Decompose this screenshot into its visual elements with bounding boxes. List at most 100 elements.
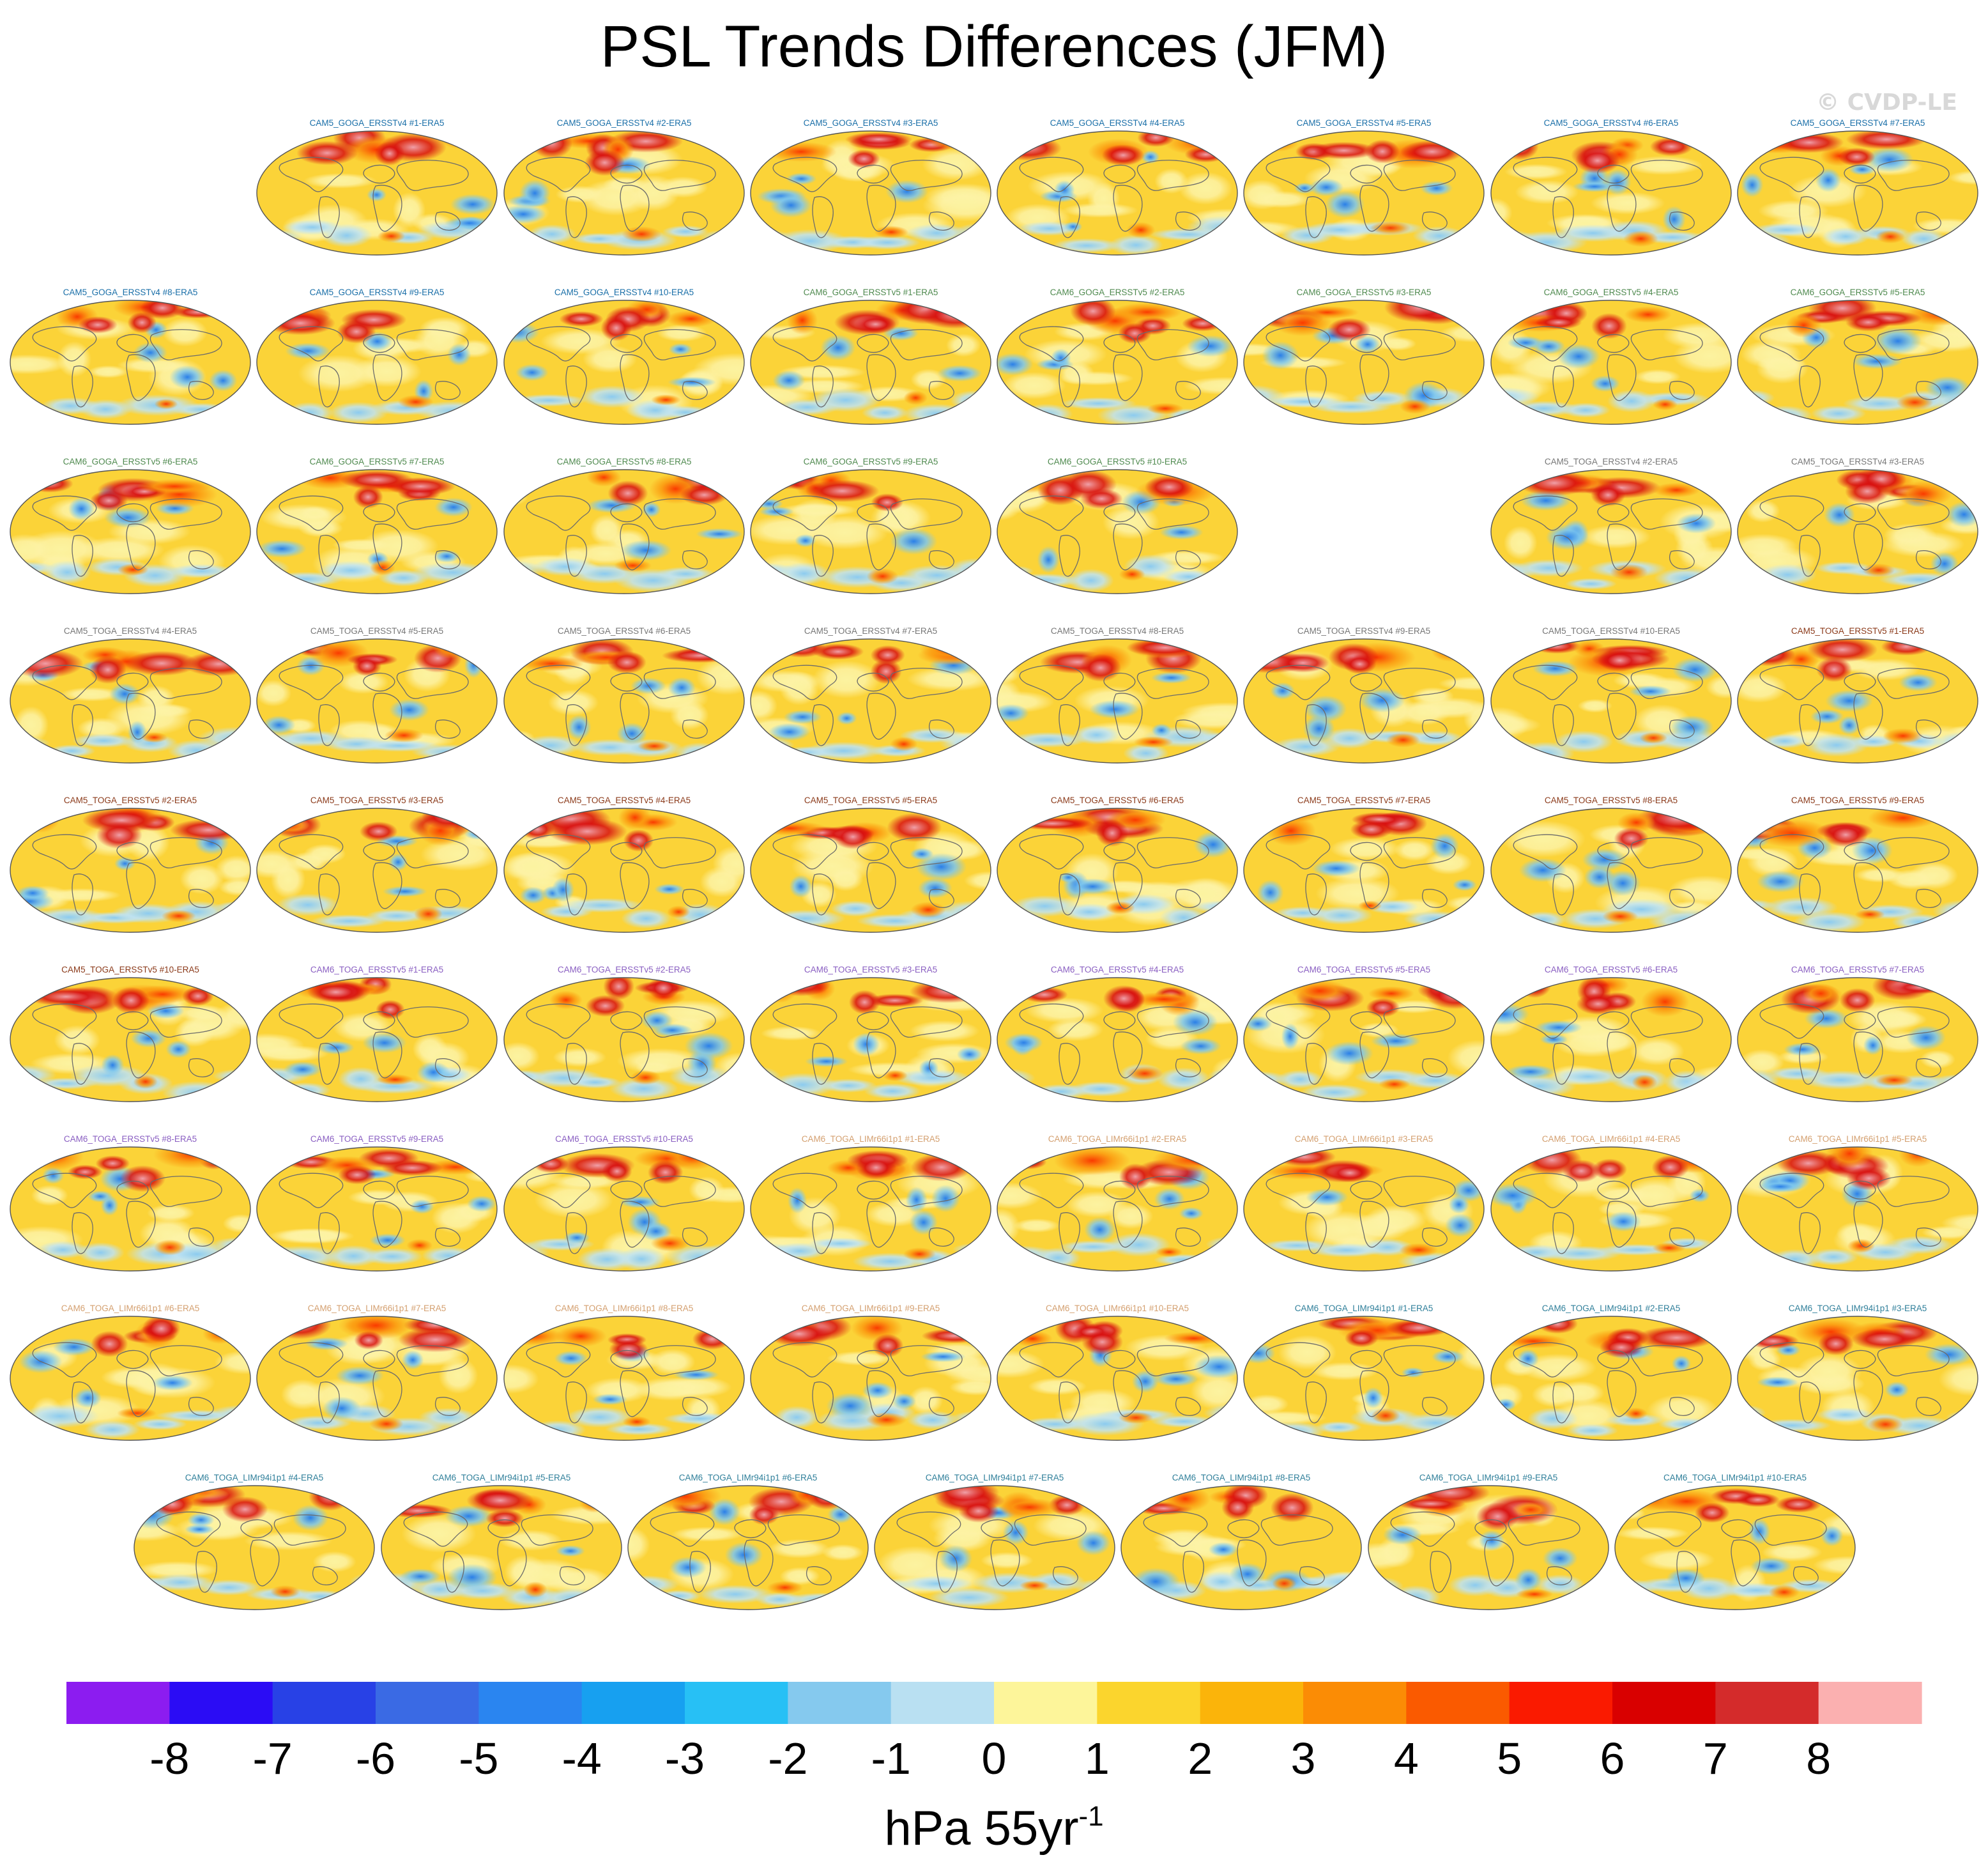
globe-outline	[10, 808, 251, 933]
globe-outline	[997, 977, 1238, 1102]
map-panel: CAM6_TOGA_LIMr66i1p1 #7-ERA5	[256, 1304, 498, 1441]
globe-outline	[1737, 300, 1978, 425]
globe-outline	[256, 1316, 498, 1441]
map-field	[504, 978, 744, 1102]
map-field	[1244, 1147, 1484, 1271]
globe-outline	[997, 1146, 1238, 1272]
panel-label: CAM6_TOGA_LIMr66i1p1 #8-ERA5	[555, 1304, 694, 1313]
colorbar-tick-label: 1	[1084, 1734, 1110, 1783]
map-panel: CAM5_TOGA_ERSSTv5 #5-ERA5	[750, 796, 991, 933]
panel-label: CAM5_TOGA_ERSSTv5 #8-ERA5	[1545, 796, 1678, 805]
map-panel: CAM5_GOGA_ERSSTv4 #1-ERA5	[256, 118, 498, 256]
map-field	[751, 1316, 991, 1440]
colorbar-tick-label: -3	[664, 1734, 705, 1783]
panel-label: CAM6_TOGA_LIMr94i1p1 #7-ERA5	[926, 1473, 1064, 1482]
panel-label: CAM5_TOGA_ERSSTv4 #4-ERA5	[64, 626, 197, 636]
globe-outline	[1243, 130, 1485, 256]
panel-label: CAM6_TOGA_LIMr66i1p1 #7-ERA5	[308, 1304, 447, 1313]
panel-label: CAM6_TOGA_LIMr66i1p1 #4-ERA5	[1542, 1134, 1681, 1144]
map-field	[1738, 131, 1978, 255]
globe-outline	[256, 808, 498, 933]
globe-outline	[10, 638, 251, 764]
map-panel: CAM5_GOGA_ERSSTv4 #2-ERA5	[503, 118, 745, 256]
map-field	[997, 1316, 1237, 1440]
globe-outline	[750, 130, 991, 256]
globe-outline	[503, 638, 745, 764]
colorbar-tick-label: -4	[562, 1734, 602, 1783]
colorbar-tick-label: 2	[1188, 1734, 1213, 1783]
panel-label: CAM6_TOGA_LIMr66i1p1 #10-ERA5	[1046, 1304, 1189, 1313]
panel-label: CAM6_GOGA_ERSSTv5 #6-ERA5	[63, 457, 198, 466]
panel-label: CAM5_GOGA_ERSSTv4 #3-ERA5	[804, 118, 938, 128]
map-panel: CAM6_GOGA_ERSSTv5 #10-ERA5	[997, 457, 1238, 594]
colorbar-tick-label: -7	[252, 1734, 293, 1783]
globe-outline	[503, 1146, 745, 1272]
panel-label: CAM5_TOGA_ERSSTv4 #6-ERA5	[558, 626, 691, 636]
panel-label: CAM5_TOGA_ERSSTv4 #8-ERA5	[1051, 626, 1184, 636]
panel-label: CAM5_GOGA_ERSSTv4 #5-ERA5	[1297, 118, 1432, 128]
globe-outline	[134, 1485, 375, 1610]
panel-label: CAM5_TOGA_ERSSTv5 #1-ERA5	[1791, 626, 1924, 636]
panel-label: CAM6_TOGA_LIMr66i1p1 #6-ERA5	[61, 1304, 200, 1313]
map-field	[751, 470, 991, 594]
panel-label: CAM6_TOGA_LIMr66i1p1 #1-ERA5	[802, 1134, 940, 1144]
globe-outline	[256, 469, 498, 594]
globe-outline	[1490, 1316, 1732, 1441]
globe-outline	[1243, 638, 1485, 764]
panel-label: CAM6_TOGA_LIMr94i1p1 #1-ERA5	[1295, 1304, 1434, 1313]
globe-outline	[1737, 1316, 1978, 1441]
globe-outline	[997, 1316, 1238, 1441]
panel-label: CAM6_TOGA_ERSSTv5 #9-ERA5	[310, 1134, 443, 1144]
panel-label: CAM6_GOGA_ERSSTv5 #2-ERA5	[1050, 288, 1185, 297]
globe-outline	[1490, 638, 1732, 764]
colorbar-tick-label: 4	[1393, 1734, 1419, 1783]
map-field	[504, 131, 744, 255]
map-panel: CAM6_TOGA_LIMr94i1p1 #5-ERA5	[381, 1473, 622, 1610]
colorbar-tick-label: -8	[149, 1734, 190, 1783]
colorbar-units-exponent: -1	[1078, 1801, 1104, 1832]
panel-label: CAM6_TOGA_ERSSTv5 #2-ERA5	[558, 965, 691, 974]
panel-label: CAM6_TOGA_ERSSTv5 #5-ERA5	[1297, 965, 1430, 974]
map-field	[257, 1147, 497, 1271]
map-field	[1244, 639, 1484, 763]
globe-outline	[503, 300, 745, 425]
globe-outline	[10, 977, 251, 1102]
globe-outline	[1243, 1316, 1485, 1441]
map-panel: CAM6_TOGA_ERSSTv5 #4-ERA5	[997, 965, 1238, 1102]
map-panel: CAM5_GOGA_ERSSTv4 #7-ERA5	[1737, 118, 1978, 256]
globe-outline	[256, 638, 498, 764]
map-panels-grid: CAM5_GOGA_ERSSTv4 #1-ERA5 CAM5_GOGA_ERSST…	[10, 118, 1978, 1610]
globe-outline	[10, 300, 251, 425]
map-panel: CAM5_TOGA_ERSSTv4 #10-ERA5	[1490, 626, 1732, 764]
map-field	[1491, 1316, 1731, 1440]
panel-label: CAM6_GOGA_ERSSTv5 #8-ERA5	[557, 457, 692, 466]
panel-label: CAM6_TOGA_LIMr94i1p1 #9-ERA5	[1419, 1473, 1558, 1482]
colorbar-swatch	[66, 1682, 170, 1724]
panel-label: CAM5_GOGA_ERSSTv4 #8-ERA5	[63, 288, 198, 297]
map-field	[1244, 131, 1484, 255]
map-panel: CAM6_TOGA_LIMr94i1p1 #3-ERA5	[1737, 1304, 1978, 1441]
map-panel: CAM6_GOGA_ERSSTv5 #4-ERA5	[1490, 288, 1732, 425]
colorbar-swatch	[1818, 1682, 1922, 1724]
map-panel: CAM5_GOGA_ERSSTv4 #5-ERA5	[1243, 118, 1485, 256]
globe-outline	[1737, 808, 1978, 933]
map-panel: CAM6_TOGA_ERSSTv5 #6-ERA5	[1490, 965, 1732, 1102]
map-field	[997, 978, 1237, 1102]
map-panel: CAM6_GOGA_ERSSTv5 #9-ERA5	[750, 457, 991, 594]
globe-outline	[381, 1485, 622, 1610]
globe-outline	[750, 638, 991, 764]
map-panel: CAM6_TOGA_LIMr94i1p1 #2-ERA5	[1490, 1304, 1732, 1441]
globe-outline	[256, 300, 498, 425]
colorbar-swatch	[994, 1682, 1097, 1724]
globe-outline	[1490, 977, 1732, 1102]
globe-outline	[256, 977, 498, 1102]
panel-label: CAM6_TOGA_LIMr66i1p1 #3-ERA5	[1295, 1134, 1434, 1144]
panel-label: CAM6_TOGA_ERSSTv5 #10-ERA5	[555, 1134, 693, 1144]
map-panel: CAM5_TOGA_ERSSTv4 #3-ERA5	[1737, 457, 1978, 594]
globe-outline	[503, 977, 745, 1102]
map-panel: CAM6_TOGA_ERSSTv5 #2-ERA5	[503, 965, 745, 1102]
panel-label: CAM5_TOGA_ERSSTv5 #2-ERA5	[64, 796, 197, 805]
panel-label: CAM5_TOGA_ERSSTv4 #2-ERA5	[1545, 457, 1678, 466]
panel-label: CAM5_TOGA_ERSSTv5 #4-ERA5	[558, 796, 691, 805]
panel-label: CAM5_TOGA_ERSSTv4 #3-ERA5	[1791, 457, 1924, 466]
